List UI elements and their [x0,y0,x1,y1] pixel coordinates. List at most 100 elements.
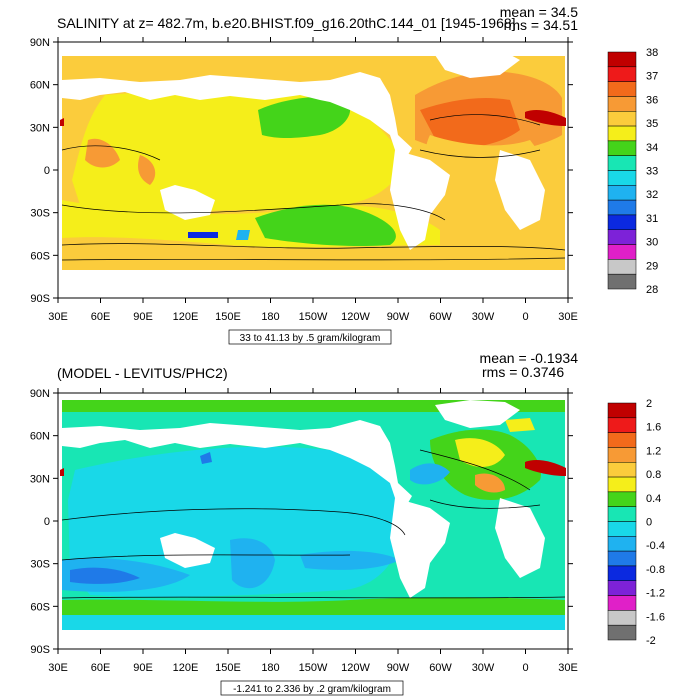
colorbar-swatch [607,81,637,97]
top-mean: mean = 34.5 [500,4,578,20]
lat-tick-label: 90S [30,293,50,305]
lat-tick-label: 30S [30,208,50,220]
top-lat-axis: 90N 60N 30N 0 30S 60S 90S [30,37,573,305]
lat-tick-label: 90N [30,37,50,49]
colorbar-label: 0.8 [646,469,661,481]
colorbar-swatch [607,214,637,230]
colorbar-label: 31 [646,213,658,225]
colorbar-label: 2 [646,398,652,410]
colorbar-swatch [607,402,637,419]
top-lon-axis: 30E 60E 90E 120E 150E 180 150W 120W 90W 60W 30W 0 30… [48,37,578,323]
colorbar-swatch [607,417,637,433]
colorbar-swatch [607,624,637,641]
lon-tick-label: 90W [387,311,410,323]
colorbar-label: -0.8 [646,564,665,576]
colorbar-swatch [607,140,637,156]
lon-tick-label: 180 [261,311,279,323]
lon-tick-label: 120E [173,311,199,323]
colorbar-swatch [607,111,637,127]
lon-tick-label: 60E [91,662,111,674]
colorbar-label: 0 [646,517,652,529]
bottom-lat-axis: 90N 60N 30N 0 30S 60S 90S [30,388,573,656]
colorbar-swatch [607,125,637,142]
colorbar-label: 36 [646,94,658,106]
colorbar-swatch [607,51,637,68]
colorbar-label: 33 [646,166,658,178]
lon-tick-label: 90E [133,311,153,323]
colorbar-swatch [607,610,637,626]
top-rms: rms = 34.51 [504,17,579,33]
lon-tick-label: 60W [429,311,452,323]
lon-tick-label: 150W [299,311,328,323]
lon-tick-label: 30W [472,311,495,323]
colorbar-swatch [607,462,637,478]
colorbar-swatch [607,96,637,112]
lat-tick-label: 90N [30,388,50,400]
lat-tick-label: 0 [44,516,50,528]
top-info-text: 33 to 41.13 by .5 gram/kilogram [240,333,381,344]
colorbar-swatch [607,170,637,186]
colorbar-label: -2 [646,635,656,647]
colorbar-label: -1.6 [646,611,665,623]
lon-tick-label: 180 [261,662,279,674]
colorbar-label: 37 [646,71,658,83]
colorbar-swatch [607,447,637,463]
colorbar-swatch [607,565,637,581]
colorbar-swatch [607,595,637,611]
top-panel: SALINITY at z= 482.7m, b.e20.BHIST.f09_g… [30,4,658,345]
colorbar-swatch [607,550,637,567]
colorbar-swatch [607,199,637,216]
colorbar-swatch [607,536,637,552]
lon-tick-label: 120W [341,662,370,674]
lat-tick-label: 0 [44,165,50,177]
lon-tick-label: 150E [215,662,241,674]
lon-tick-label: 60E [91,311,111,323]
lon-tick-label: 30E [558,311,578,323]
colorbar-swatch [607,506,637,522]
colorbar-swatch [607,229,637,245]
lon-tick-label: 90E [133,662,153,674]
lat-tick-label: 60S [30,250,50,262]
colorbar-label: 1.2 [646,445,661,457]
bottom-mean: mean = -0.1934 [480,350,579,366]
colorbar-label: 34 [646,142,658,154]
colorbar-label: -0.4 [646,540,665,552]
top-info-box [228,329,392,345]
top-map-field [58,42,568,298]
lat-tick-label: 30N [30,122,50,134]
lon-tick-label: 150E [215,311,241,323]
colorbar-swatch [607,491,637,507]
lat-tick-label: 60S [30,601,50,613]
lat-tick-label: 30N [30,473,50,485]
colorbar-label: 28 [646,284,658,296]
lon-tick-label: 30E [48,311,68,323]
colorbar-label: 35 [646,118,658,130]
colorbar-label: 29 [646,260,658,272]
bottom-colorbar: 2 1.6 1.2 0.8 0.4 0 -0.4 -0.8 -1.2 -1.6 -2 [607,398,665,647]
lon-tick-label: 30E [558,662,578,674]
bottom-panel: (MODEL - LEVITUS/PHC2) mean = -0.1934 rm… [30,350,665,696]
lat-tick-label: 90S [30,644,50,656]
colorbar-swatch [607,155,637,171]
lon-tick-label: 0 [522,311,528,323]
lon-tick-label: 30E [48,662,68,674]
colorbar-swatch [607,521,637,537]
bottom-map-field [58,393,568,649]
colorbar-label: 38 [646,47,658,59]
colorbar-swatch [607,244,637,260]
lat-tick-label: 30S [30,559,50,571]
colorbar-label: 32 [646,189,658,201]
colorbar-swatch [607,185,637,201]
lon-tick-label: 120E [173,662,199,674]
lon-tick-label: 0 [522,662,528,674]
colorbar-swatch [607,580,637,596]
colorbar-label: 1.6 [646,422,661,434]
lon-tick-label: 60W [429,662,452,674]
colorbar-label: 30 [646,237,658,249]
colorbar-swatch [607,476,637,493]
lat-tick-label: 60N [30,431,50,443]
bottom-info-box [220,680,404,696]
top-title: SALINITY at z= 482.7m, b.e20.BHIST.f09_g… [57,15,516,31]
colorbar-label: -1.2 [646,588,665,600]
